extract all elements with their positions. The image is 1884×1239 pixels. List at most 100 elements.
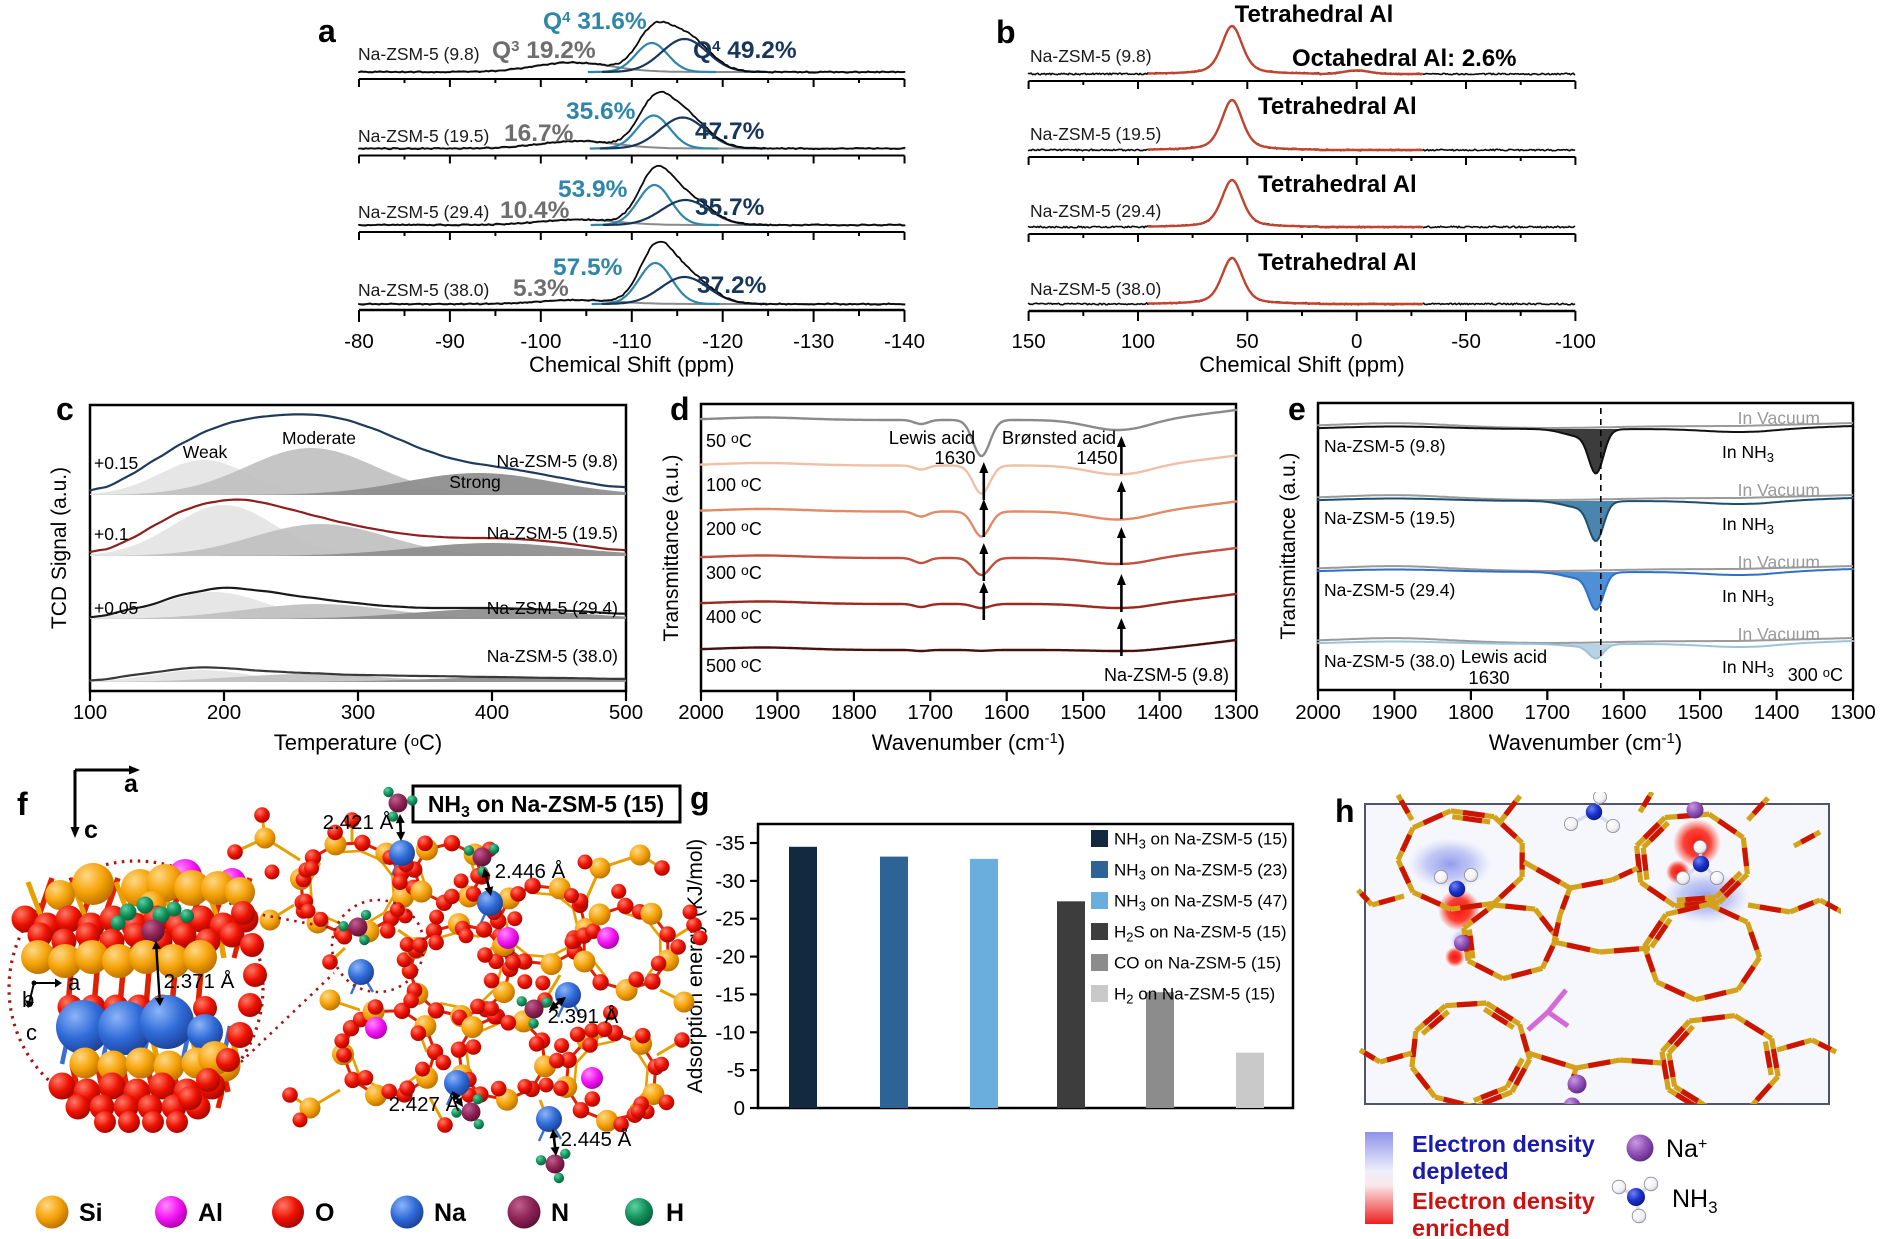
svg-text:In Vacuum: In Vacuum (1738, 408, 1820, 428)
svg-text:57.5%: 57.5% (553, 254, 623, 281)
svg-text:37.2%: 37.2% (697, 272, 767, 299)
svg-text:1400: 1400 (1754, 701, 1800, 724)
svg-text:Na-ZSM-5 (9.8): Na-ZSM-5 (9.8) (1104, 665, 1229, 685)
svg-text:NH3 on Na-ZSM-5 (15): NH3 on Na-ZSM-5 (15) (428, 791, 664, 821)
svg-text:1700: 1700 (907, 701, 953, 724)
svg-text:In Vacuum: In Vacuum (1738, 552, 1820, 572)
svg-text:-5: -5 (727, 1059, 745, 1082)
svg-text:Na-ZSM-5 (29.4): Na-ZSM-5 (29.4) (487, 598, 618, 618)
svg-text:Weak: Weak (183, 442, 228, 462)
svg-text:Transmittance (a.u.): Transmittance (a.u.) (1277, 452, 1300, 639)
svg-text:-35: -35 (715, 832, 745, 855)
svg-text:c: c (56, 391, 74, 427)
svg-text:Na-ZSM-5 (19.5): Na-ZSM-5 (19.5) (1030, 124, 1161, 144)
svg-text:f: f (17, 786, 28, 822)
svg-text:Tetrahedral Al: Tetrahedral Al (1258, 171, 1417, 198)
svg-text:Na-ZSM-5 (19.5): Na-ZSM-5 (19.5) (358, 126, 489, 146)
svg-text:+0.05: +0.05 (94, 598, 138, 618)
svg-text:-90: -90 (435, 330, 465, 353)
svg-text:-140: -140 (884, 330, 925, 353)
svg-text:2.446 Å: 2.446 Å (495, 860, 566, 883)
svg-text:150: 150 (1011, 330, 1045, 353)
svg-text:g: g (690, 780, 710, 816)
svg-text:depleted: depleted (1412, 1158, 1509, 1184)
svg-text:a: a (124, 770, 139, 798)
svg-text:Moderate: Moderate (282, 428, 356, 448)
svg-text:Na-ZSM-5 (38.0): Na-ZSM-5 (38.0) (487, 646, 618, 666)
svg-text:enriched: enriched (1412, 1215, 1510, 1239)
svg-text:2.427 Å: 2.427 Å (389, 1093, 460, 1116)
svg-text:-100: -100 (1555, 330, 1596, 353)
svg-text:-50: -50 (1451, 330, 1481, 353)
svg-text:1800: 1800 (831, 701, 877, 724)
svg-text:200: 200 (207, 701, 241, 724)
svg-text:400 oC: 400 oC (706, 606, 762, 627)
svg-text:Lewis acid: Lewis acid (889, 427, 975, 448)
svg-text:Brønsted acid: Brønsted acid (1002, 427, 1116, 448)
svg-text:In Vacuum: In Vacuum (1738, 480, 1820, 500)
svg-text:Na-ZSM-5 (19.5): Na-ZSM-5 (19.5) (487, 523, 618, 543)
svg-text:Chemical Shift (ppm): Chemical Shift (ppm) (1199, 352, 1404, 377)
svg-text:500: 500 (609, 701, 643, 724)
svg-text:1630: 1630 (934, 447, 975, 468)
svg-text:1450: 1450 (1076, 447, 1117, 468)
svg-text:2000: 2000 (678, 701, 724, 724)
svg-text:b: b (996, 14, 1016, 50)
svg-text:1700: 1700 (1524, 701, 1570, 724)
svg-text:1600: 1600 (984, 701, 1030, 724)
svg-text:Tetrahedral Al: Tetrahedral Al (1258, 249, 1417, 276)
svg-text:-25: -25 (715, 908, 745, 931)
svg-text:-120: -120 (702, 330, 743, 353)
svg-text:c: c (84, 816, 98, 844)
svg-text:Electron density: Electron density (1412, 1131, 1595, 1157)
svg-text:Chemical Shift (ppm): Chemical Shift (ppm) (529, 352, 734, 377)
svg-text:H2 on Na-ZSM-5 (15): H2 on Na-ZSM-5 (15) (1114, 985, 1275, 1007)
svg-text:1630: 1630 (1468, 667, 1509, 688)
svg-text:-80: -80 (344, 330, 374, 353)
svg-text:2000: 2000 (1295, 701, 1341, 724)
svg-text:e: e (1288, 391, 1306, 427)
svg-text:Na-ZSM-5 (29.4): Na-ZSM-5 (29.4) (1030, 201, 1161, 221)
svg-text:300 oC: 300 oC (706, 562, 762, 583)
svg-text:200 oC: 200 oC (706, 518, 762, 539)
svg-text:1900: 1900 (755, 701, 801, 724)
svg-text:-10: -10 (715, 1021, 745, 1044)
svg-text:-30: -30 (715, 870, 745, 893)
svg-text:2.445 Å: 2.445 Å (561, 1128, 632, 1151)
svg-text:Lewis acid: Lewis acid (1461, 646, 1547, 667)
svg-text:Al: Al (198, 1199, 223, 1227)
svg-text:Electron density: Electron density (1412, 1188, 1595, 1214)
svg-text:300: 300 (341, 701, 375, 724)
svg-text:d: d (670, 391, 690, 427)
svg-text:Tetrahedral Al: Tetrahedral Al (1235, 1, 1394, 28)
svg-text:O: O (315, 1199, 334, 1227)
svg-text:400: 400 (475, 701, 509, 724)
svg-text:-15: -15 (715, 983, 745, 1006)
svg-text:16.7%: 16.7% (504, 120, 574, 147)
svg-text:N: N (551, 1199, 569, 1227)
svg-text:1500: 1500 (1060, 701, 1106, 724)
svg-text:-20: -20 (715, 946, 745, 969)
svg-text:Strong: Strong (449, 472, 501, 492)
svg-text:2.371 Å: 2.371 Å (164, 970, 235, 993)
svg-text:Na-ZSM-5 (19.5): Na-ZSM-5 (19.5) (1324, 508, 1455, 528)
svg-text:Q4 49.2%: Q4 49.2% (693, 37, 797, 64)
svg-text:Q4 31.6%: Q4 31.6% (543, 8, 647, 35)
svg-text:-100: -100 (520, 330, 561, 353)
svg-text:Tetrahedral Al: Tetrahedral Al (1258, 93, 1417, 120)
svg-text:1400: 1400 (1137, 701, 1183, 724)
svg-text:100: 100 (73, 701, 107, 724)
svg-text:Wavenumber (cm-1): Wavenumber (cm-1) (872, 730, 1065, 755)
svg-text:5.3%: 5.3% (513, 275, 569, 302)
svg-text:Na-ZSM-5 (29.4): Na-ZSM-5 (29.4) (358, 202, 489, 222)
svg-text:1300: 1300 (1213, 701, 1259, 724)
svg-text:300 oC: 300 oC (1788, 665, 1843, 685)
svg-text:a: a (318, 13, 336, 49)
svg-text:Na-ZSM-5 (9.8): Na-ZSM-5 (9.8) (1324, 436, 1446, 456)
svg-text:+0.15: +0.15 (94, 453, 138, 473)
svg-text:50 oC: 50 oC (706, 430, 752, 451)
svg-text:1500: 1500 (1677, 701, 1723, 724)
svg-text:Na-ZSM-5 (9.8): Na-ZSM-5 (9.8) (1030, 46, 1152, 66)
svg-text:NH3 on Na-ZSM-5 (47): NH3 on Na-ZSM-5 (47) (1114, 892, 1288, 914)
svg-text:a: a (68, 970, 81, 995)
